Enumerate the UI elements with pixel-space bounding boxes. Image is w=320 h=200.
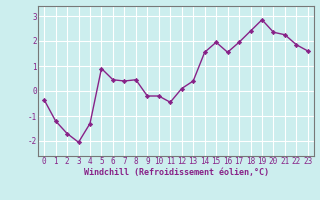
X-axis label: Windchill (Refroidissement éolien,°C): Windchill (Refroidissement éolien,°C) xyxy=(84,168,268,177)
